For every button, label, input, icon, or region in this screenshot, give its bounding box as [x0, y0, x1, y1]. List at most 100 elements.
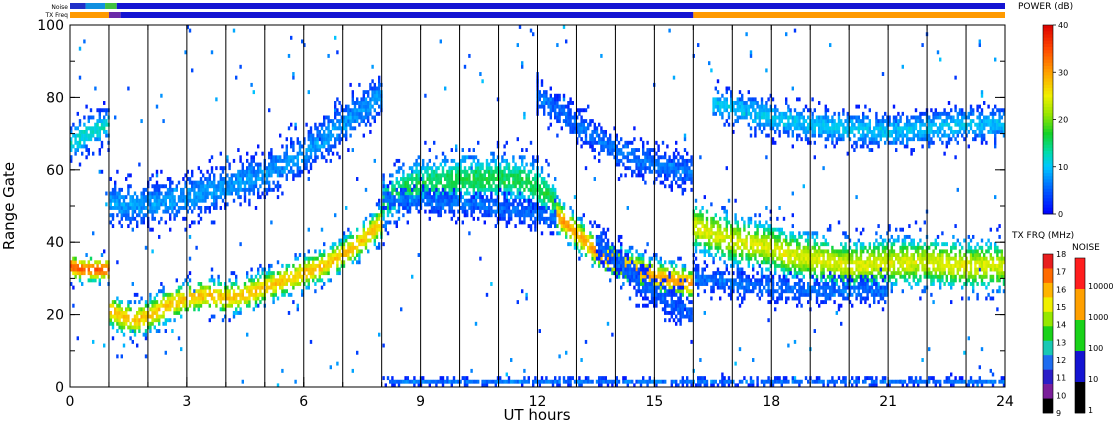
heatmap-cell	[367, 231, 370, 236]
heatmap-cell	[481, 79, 484, 84]
heatmap-cell	[560, 224, 563, 229]
heatmap-cell	[800, 256, 803, 261]
heatmap-cell	[556, 224, 559, 229]
heatmap-cell	[923, 256, 926, 261]
heatmap-cell	[173, 187, 176, 192]
heatmap-cell	[815, 242, 819, 247]
heatmap-cell	[950, 256, 953, 261]
heatmap-cell	[804, 263, 808, 268]
heatmap-cell	[140, 296, 143, 301]
heatmap-cell	[730, 231, 733, 236]
heatmap-cells	[70, 25, 1006, 388]
heatmap-cell	[485, 206, 489, 210]
heatmap-cell	[697, 227, 700, 232]
heatmap-cell	[908, 267, 911, 272]
heatmap-cell	[763, 224, 766, 229]
heatmap-cell	[934, 267, 937, 272]
heatmap-cell	[402, 191, 405, 196]
heatmap-cell	[100, 126, 104, 131]
heatmap-cell	[114, 195, 117, 200]
heatmap-cell	[503, 195, 506, 200]
heatmap-cell	[527, 177, 530, 181]
heatmap-cell	[153, 310, 156, 315]
heatmap-cell	[428, 191, 431, 196]
heatmap-cell	[463, 158, 467, 163]
heatmap-cell	[298, 282, 302, 286]
heatmap-cell	[496, 169, 500, 174]
heatmap-cell	[131, 318, 134, 323]
heatmap-cell	[87, 115, 90, 120]
heatmap-cell	[254, 289, 258, 294]
heatmap-cell	[725, 220, 728, 225]
heatmap-cell	[382, 177, 385, 181]
heatmap-cell	[283, 155, 286, 160]
heatmap-cell	[177, 307, 181, 312]
heatmap-cell	[952, 234, 955, 239]
heatmap-cell	[345, 104, 348, 109]
heatmap-cell	[422, 173, 425, 178]
heatmap-cell	[138, 206, 141, 210]
heatmap-cell	[338, 122, 341, 127]
heatmap-cell	[367, 93, 370, 98]
heatmap-cell	[316, 148, 319, 152]
heatmap-cell	[505, 191, 508, 196]
heatmap-cell	[74, 274, 77, 279]
heatmap-cell	[246, 285, 249, 290]
heatmap-cell	[752, 253, 755, 257]
heatmap-cell	[983, 256, 986, 261]
heatmap-cell	[131, 282, 134, 286]
heatmap-cell	[917, 267, 920, 272]
heatmap-cell	[679, 282, 682, 286]
heatmap-cell	[892, 274, 896, 279]
heatmap-cell	[118, 321, 121, 326]
heatmap-cell	[958, 274, 962, 279]
heatmap-cell	[395, 180, 398, 185]
heatmap-cell	[226, 191, 229, 196]
heatmap-cell	[239, 289, 242, 294]
heatmap-cell	[127, 224, 130, 229]
heatmap-cell	[620, 271, 623, 276]
heatmap-cell	[818, 245, 821, 250]
heatmap-cell	[545, 220, 548, 225]
heatmap-cell	[802, 260, 805, 265]
heatmap-cell	[237, 173, 240, 178]
heatmap-cell	[503, 216, 506, 221]
heatmap-cell	[294, 162, 297, 167]
heatmap-cell	[193, 187, 196, 192]
heatmap-cell	[118, 307, 121, 312]
heatmap-cell	[518, 173, 522, 178]
heatmap-cell	[272, 180, 275, 185]
heatmap-cell	[316, 155, 319, 160]
heatmap-cell	[716, 238, 720, 243]
heatmap-cell	[197, 166, 200, 171]
heatmap-cell	[455, 202, 458, 207]
heatmap-cell	[371, 227, 374, 232]
heatmap-cell	[131, 339, 134, 344]
heatmap-cell	[540, 213, 544, 218]
heatmap-cell	[714, 242, 717, 247]
heatmap-cell	[890, 253, 893, 257]
heatmap-cell	[120, 216, 123, 221]
heatmap-cell	[800, 234, 803, 239]
heatmap-cell	[470, 184, 473, 189]
heatmap-cell	[327, 133, 330, 138]
heatmap-cell	[510, 169, 513, 174]
heatmap-cell	[281, 368, 284, 373]
heatmap-cell	[760, 267, 764, 272]
heatmap-cell	[248, 184, 251, 189]
heatmap-cell	[521, 289, 524, 294]
heatmap-cell	[749, 242, 753, 247]
heatmap-cell	[349, 111, 352, 116]
heatmap-cell	[463, 198, 467, 203]
heatmap-cell	[789, 234, 792, 239]
heatmap-cell	[76, 140, 79, 145]
heatmap-cell	[151, 300, 154, 305]
heatmap-cell	[356, 101, 359, 105]
heatmap-cell	[738, 260, 742, 265]
heatmap-cell	[327, 144, 330, 149]
heatmap-cell	[844, 242, 847, 247]
heatmap-cell	[215, 303, 218, 308]
heatmap-cell	[230, 296, 233, 301]
heatmap-cell	[998, 274, 1001, 279]
heatmap-cell	[708, 234, 711, 239]
